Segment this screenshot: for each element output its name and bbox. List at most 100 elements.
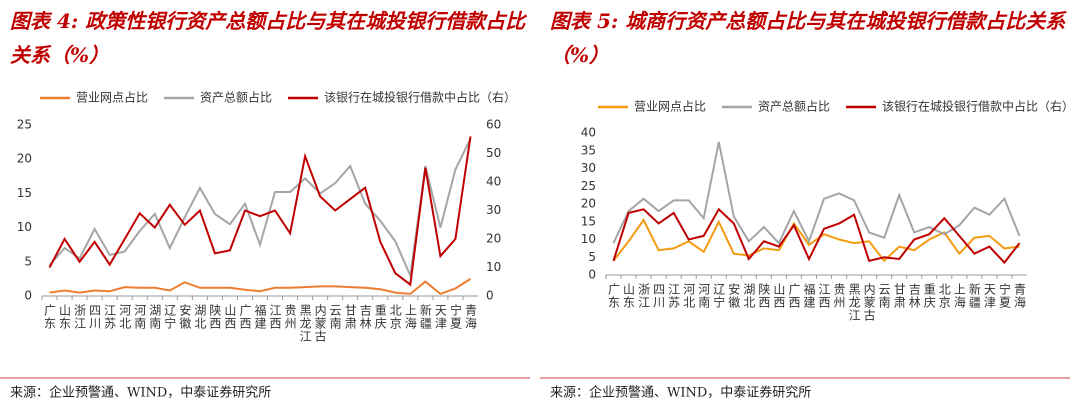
x-tick-label: 新疆 <box>418 303 432 330</box>
y-tick-label: 20 <box>581 197 596 211</box>
x-tick-label: 辽宁 <box>712 283 726 309</box>
x-tick-label: 河北 <box>118 304 132 330</box>
x-tick-label: 青海 <box>463 304 477 330</box>
legend-label: 该银行在城投银行借款中占比（右） <box>324 90 516 105</box>
x-tick-label: 四川 <box>652 283 666 309</box>
y2-tick-label: 20 <box>486 232 501 246</box>
x-tick-label: 河南 <box>697 283 711 309</box>
x-tick-label: 四川 <box>88 304 102 330</box>
x-tick-label: 江西 <box>817 283 831 309</box>
x-tick-label: 山西 <box>223 304 237 330</box>
x-tick-label: 福建 <box>253 303 267 330</box>
legend-label: 资产总额占比 <box>200 90 272 105</box>
y2-tick-label: 0 <box>486 289 494 303</box>
x-tick-label: 安徽 <box>727 282 741 309</box>
y2-tick-label: 10 <box>486 260 501 274</box>
x-tick-label: 山东 <box>58 304 72 330</box>
y-tick-label: 10 <box>17 220 32 234</box>
x-tick-label: 天津 <box>982 283 996 309</box>
legend-label: 营业网点占比 <box>634 99 706 114</box>
x-tick-label: 辽宁 <box>163 304 177 330</box>
x-tick-label: 湖北 <box>742 282 756 309</box>
x-tick-label: 陕西 <box>757 282 771 309</box>
source: 来源：企业预警通、WIND，中泰证券研究所 <box>10 385 271 401</box>
x-tick-label: 湖北 <box>193 303 207 330</box>
series-line <box>49 278 472 296</box>
x-tick-label: 贵州 <box>283 304 297 330</box>
x-tick-label: 甘肃 <box>892 283 906 309</box>
x-tick-label: 福建 <box>802 282 816 309</box>
y-tick-label: 40 <box>581 126 596 140</box>
series-line <box>612 218 1020 263</box>
x-tick-label: 重庆 <box>922 283 936 309</box>
y-tick-label: 15 <box>581 214 596 228</box>
series-line <box>612 141 1021 245</box>
y-tick-label: 10 <box>581 232 596 246</box>
y-tick-label: 5 <box>24 254 32 268</box>
x-tick-label: 广西 <box>238 304 252 330</box>
source: 来源：企业预警通、WIND，中泰证券研究所 <box>550 385 811 401</box>
x-tick-label: 江苏 <box>667 283 681 309</box>
x-tick-label: 上海 <box>952 283 966 309</box>
x-tick-label: 重庆 <box>373 304 387 330</box>
panel: 0 5 10 15 20 25 30 35 40 广东 山东 浙江 四川 江苏 河北 河南 辽宁 安徽 湖北 陕西 山西… <box>540 0 1080 412</box>
x-tick-label: 天津 <box>433 304 447 330</box>
x-tick-label: 吉林 <box>907 283 921 309</box>
legend-label: 营业网点占比 <box>76 90 148 105</box>
x-tick-label: 河南 <box>133 304 147 330</box>
x-tick-label: 贵州 <box>832 283 846 309</box>
legend-label: 资产总额占比 <box>758 99 830 114</box>
chart-title: 图表 4: 政策性银行资产总额占比与其在城投银行借款占比关系（%） <box>10 9 526 67</box>
x-tick-label: 浙江 <box>637 283 651 309</box>
x-tick-label: 江苏 <box>103 304 117 330</box>
x-tick-label: 湖南 <box>148 303 162 330</box>
series-line <box>612 207 1021 265</box>
x-tick-label: 河北 <box>682 283 696 309</box>
x-tick-label: 江西 <box>268 304 282 330</box>
y-tick-label: 0 <box>588 268 596 282</box>
chart-title: 图表 5: 城商行资产总额占比与其在城投银行借款占比关系（%） <box>550 9 1066 67</box>
y2-tick-label: 60 <box>486 118 501 132</box>
y-tick-label: 15 <box>17 186 32 200</box>
x-tick-label: 吉林 <box>358 304 372 330</box>
x-tick-label: 黑龙江 <box>298 304 312 343</box>
y-tick-label: 25 <box>17 118 32 132</box>
chart: 0 5 10 15 20 25 0 10 20 30 40 50 60 广东 山东 浙江 四川 江苏 河北 河南 湖南辽… <box>0 90 530 401</box>
x-tick-label: 黑龙江 <box>847 283 861 322</box>
legend-label: 该银行在城投银行借款中占比（右） <box>882 99 1074 114</box>
x-tick-label: 上海 <box>403 304 417 330</box>
x-tick-label: 宁夏 <box>448 303 462 330</box>
x-tick-label: 广东 <box>43 304 57 330</box>
x-tick-label: 内蒙古 <box>313 304 327 343</box>
y-tick-label: 20 <box>17 152 32 166</box>
chart: 0 5 10 15 20 25 30 35 40 广东 山东 浙江 四川 江苏 河北 河南 辽宁 安徽 湖北 陕西 山西… <box>540 99 1074 401</box>
x-tick-label: 青海 <box>1012 283 1026 309</box>
y-tick-label: 0 <box>24 289 32 303</box>
series-line <box>48 138 472 280</box>
x-tick-label: 云南 <box>877 283 891 309</box>
y-tick-label: 30 <box>581 161 596 175</box>
x-tick-label: 陕西 <box>208 303 222 330</box>
y2-tick-label: 50 <box>486 146 501 160</box>
panel: 0 5 10 15 20 25 0 10 20 30 40 50 60 广东 山东 浙江 四川 江苏 河北 河南 湖南辽… <box>0 9 530 401</box>
x-tick-label: 广西 <box>787 283 801 309</box>
x-tick-label: 广东 <box>607 283 621 309</box>
x-tick-label: 云南 <box>328 304 342 330</box>
x-tick-label: 浙江 <box>73 304 87 330</box>
x-tick-label: 山东 <box>622 283 636 309</box>
y-tick-label: 35 <box>581 143 596 157</box>
x-tick-label: 新疆 <box>967 282 981 309</box>
x-tick-label: 甘肃 <box>343 304 357 330</box>
y2-tick-label: 40 <box>486 175 501 189</box>
y2-tick-label: 30 <box>486 203 501 217</box>
x-tick-label: 北京 <box>937 283 951 309</box>
y-tick-label: 5 <box>588 250 596 264</box>
series-line <box>48 136 472 287</box>
x-tick-label: 宁夏 <box>997 282 1011 309</box>
y-tick-label: 25 <box>581 179 596 193</box>
x-tick-label: 安徽 <box>178 303 192 330</box>
x-tick-label: 山西 <box>772 283 786 309</box>
x-tick-label: 内蒙古 <box>862 283 876 322</box>
x-tick-label: 北京 <box>388 304 402 330</box>
